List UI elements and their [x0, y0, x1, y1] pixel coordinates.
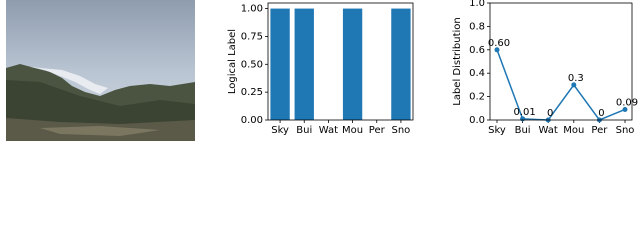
y-axis-label: Label Distribution: [452, 17, 463, 106]
y-tick-label: 0.75: [241, 31, 263, 42]
line: [496, 49, 626, 121]
x-tick-label: Mou: [342, 125, 363, 136]
bar: [270, 8, 290, 121]
y-tick-label: 0.6: [469, 45, 485, 56]
x-tick-label: Sno: [392, 125, 411, 136]
x-tick-label: Bui: [296, 125, 312, 136]
bar: [294, 8, 314, 121]
y-axis-label: Logical Label: [227, 29, 238, 94]
value-label: 0.01: [513, 107, 535, 118]
x-tick-label: Sno: [616, 125, 635, 136]
value-label: 0.09: [616, 97, 638, 108]
value-label: 0.3: [568, 73, 584, 84]
point: [494, 47, 500, 53]
y-tick-label: 0.0: [469, 115, 485, 126]
value-label: 0.60: [488, 38, 510, 49]
x-tick-label: Per: [591, 125, 608, 136]
x-tick-label: Wat: [319, 125, 338, 136]
x-tick-label: Mou: [563, 125, 584, 136]
y-tick-label: 1.0: [469, 0, 485, 9]
y-tick-label: 0.50: [241, 59, 263, 70]
y-tick-label: 0.4: [469, 68, 485, 79]
x-tick-label: Sky: [488, 125, 506, 136]
axes-frame: [267, 2, 414, 121]
bar: [391, 8, 411, 121]
x-tick-label: Per: [369, 125, 386, 136]
point: [622, 106, 628, 112]
y-tick-label: 0.00: [241, 115, 263, 126]
x-tick-label: Bui: [515, 125, 531, 136]
point: [571, 82, 577, 88]
photo: [6, 0, 195, 141]
axes-frame: [489, 2, 633, 121]
x-tick-label: Wat: [539, 125, 558, 136]
y-tick-label: 1.00: [241, 4, 263, 15]
y-tick-label: 0.2: [469, 92, 485, 103]
bar: [342, 8, 363, 121]
value-label: 0: [547, 108, 553, 119]
value-label: 0: [598, 108, 604, 119]
y-tick-label: 0.8: [469, 21, 485, 32]
y-tick-label: 0.25: [241, 87, 263, 98]
x-tick-label: Sky: [271, 125, 289, 136]
